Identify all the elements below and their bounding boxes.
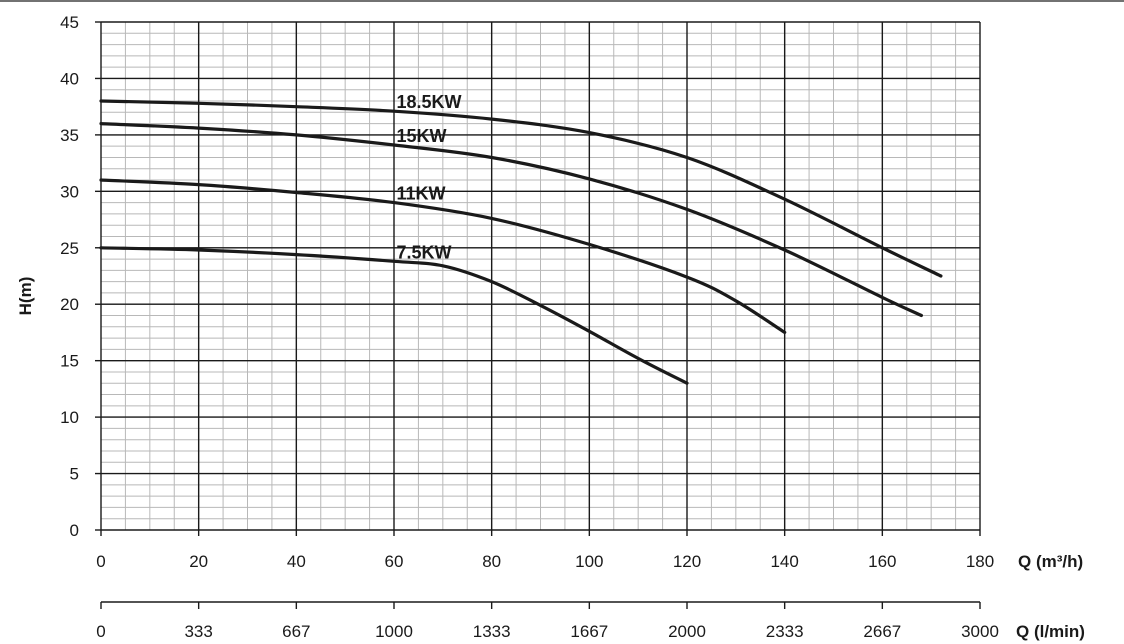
secondary-x-tick-label: 1667	[570, 622, 608, 641]
series-label: 7.5KW	[396, 242, 451, 262]
x-tick-label: 120	[673, 552, 701, 571]
chart-grid	[100, 21, 981, 531]
secondary-x-tick-label: 333	[184, 622, 212, 641]
y-tick-label: 35	[60, 126, 79, 145]
series-label: 11KW	[396, 184, 445, 204]
y-tick-label: 0	[70, 521, 79, 540]
secondary-x-tick-label: 3000	[961, 622, 999, 641]
series-curve-18-5kw	[99, 99, 943, 278]
x-tick-label: 60	[385, 552, 404, 571]
secondary-x-tick-label: 2333	[766, 622, 804, 641]
y-tick-label: 15	[60, 352, 79, 371]
x-tick-label: 160	[868, 552, 896, 571]
series-label: 18.5KW	[396, 92, 461, 112]
chart-axes: 0 5 10 15 20 25 30 35 40 45 0 20 40 60 80 100 120 140 160 1…	[60, 13, 999, 641]
x-tick-label: 140	[770, 552, 798, 571]
x-axis-title: Q (m³/h)	[1018, 552, 1083, 571]
y-axis-title: H(m)	[16, 277, 35, 316]
secondary-x-axis-title: Q (l/min)	[1016, 622, 1085, 641]
x-tick-label: 180	[966, 552, 994, 571]
chart-labels: 18.5KW 15KW 11KW 7.5KW	[396, 92, 461, 262]
y-tick-label: 10	[60, 408, 79, 427]
x-tick-label: 20	[189, 552, 208, 571]
secondary-x-tick-label: 1333	[473, 622, 511, 641]
y-tick-label: 5	[70, 465, 79, 484]
y-tick-label: 40	[60, 69, 79, 88]
y-tick-label: 45	[60, 13, 79, 32]
series-label: 15KW	[396, 126, 446, 146]
y-tick-label: 25	[60, 239, 79, 258]
x-tick-label: 40	[287, 552, 306, 571]
x-tick-label: 80	[482, 552, 501, 571]
secondary-x-tick-label: 667	[282, 622, 310, 641]
secondary-x-tick-label: 0	[96, 622, 105, 641]
chart-series	[99, 99, 943, 385]
series-curve-11kw	[99, 178, 787, 334]
y-tick-label: 20	[60, 295, 79, 314]
series-curve-7-5kw	[99, 246, 689, 385]
secondary-x-tick-label: 2000	[668, 622, 706, 641]
x-tick-label: 100	[575, 552, 603, 571]
x-tick-label: 0	[96, 552, 105, 571]
secondary-x-tick-label: 2667	[863, 622, 901, 641]
series-curve-15kw	[99, 122, 923, 318]
y-tick-label: 30	[60, 182, 79, 201]
secondary-x-tick-label: 1000	[375, 622, 413, 641]
